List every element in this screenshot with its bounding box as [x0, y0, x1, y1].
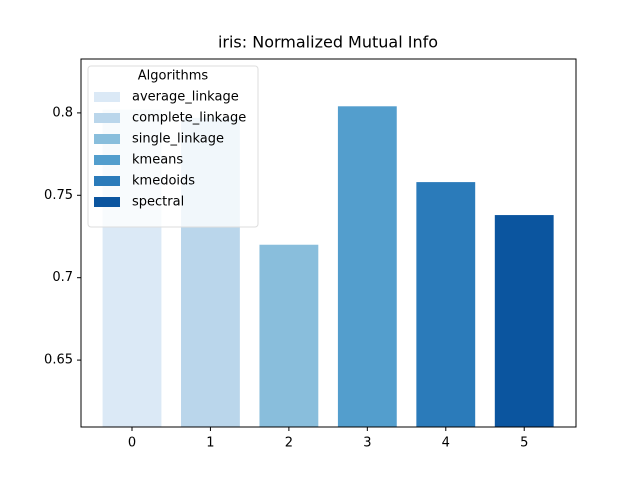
x-tick-label: 4: [442, 436, 450, 451]
x-tick-label: 1: [206, 436, 214, 451]
legend-swatch: [94, 113, 120, 123]
bar: [416, 182, 476, 427]
x-tick-label: 5: [520, 436, 528, 451]
y-tick-label: 0.8: [52, 105, 73, 120]
legend-label: complete_linkage: [132, 111, 246, 126]
plot-frame: [80, 58, 577, 428]
y-tick-label: 0.7: [52, 270, 73, 285]
legend-box: [87, 65, 259, 228]
legend-swatch: [94, 92, 120, 102]
y-tick-label: 0.65: [44, 353, 73, 368]
bar: [259, 244, 319, 427]
bar: [494, 215, 554, 427]
chart-title: iris: Normalized Mutual Info: [218, 33, 438, 52]
x-tick-label: 0: [128, 436, 136, 451]
legend-swatch: [94, 155, 120, 165]
legend-swatch: [94, 197, 120, 207]
bar: [337, 106, 397, 428]
y-tick-label: 0.75: [44, 188, 73, 203]
x-tick-label: 3: [363, 436, 371, 451]
legend-label: kmeans: [132, 153, 183, 168]
x-tick-label: 2: [285, 436, 293, 451]
legend-label: single_linkage: [132, 132, 224, 147]
legend-label: average_linkage: [132, 90, 239, 105]
legend-label: kmedoids: [132, 174, 195, 189]
legend-swatch: [94, 176, 120, 186]
legend-label: spectral: [132, 195, 184, 210]
legend-title: Algorithms: [138, 69, 209, 84]
legend-swatch: [94, 134, 120, 144]
